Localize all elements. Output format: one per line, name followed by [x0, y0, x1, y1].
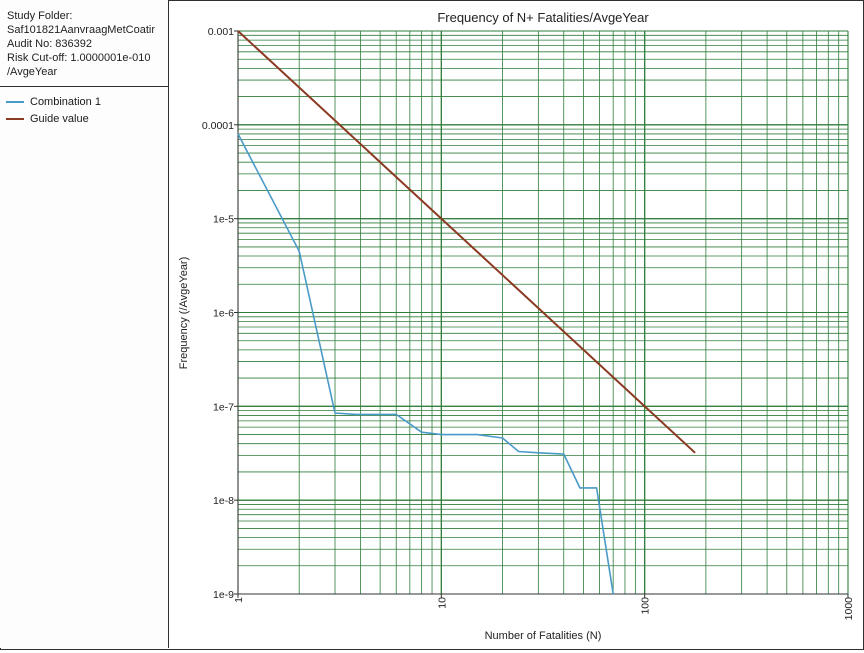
- y-tick-label: 1e-8: [213, 495, 234, 507]
- series: [237, 30, 696, 595]
- legend-label-combination: Combination 1: [30, 95, 101, 108]
- guide-value-line: [237, 30, 696, 454]
- legend-item-guide-value[interactable]: Guide value: [6, 110, 168, 127]
- y-tick-label: 0.0001: [202, 120, 234, 132]
- legend-swatch-guide: [6, 117, 24, 120]
- risk-cutoff-unit: /AvgeYear: [7, 66, 58, 78]
- study-info: Study Folder: Saf101821AanvraagMetCoatir…: [0, 0, 168, 87]
- x-tick-label: 100: [640, 597, 652, 615]
- axes: 0.001 0.0001 1e-5 1e-6 1e-7 1e-8 1e-9 1 10 100 100…: [202, 26, 855, 620]
- x-axis-label: Number of Fatalities (N): [485, 630, 602, 642]
- y-tick-label: 0.001: [208, 26, 234, 38]
- y-tick-label: 1e-9: [213, 589, 234, 601]
- chart-area: Frequency of N+ Fatalities/AvgeYear Numb…: [169, 0, 862, 648]
- chart-title: Frequency of N+ Fatalities/AvgeYear: [437, 10, 649, 25]
- combination-1-line: [237, 133, 614, 595]
- fn-curve-chart: Frequency of N+ Fatalities/AvgeYear Numb…: [178, 10, 855, 642]
- x-tick-label: 1000: [843, 597, 855, 621]
- x-tick-label: 1: [233, 597, 245, 603]
- risk-cutoff: Risk Cut-off: 1.0000001e-010: [7, 52, 151, 64]
- grid: [237, 30, 849, 595]
- y-tick-label: 1e-7: [213, 401, 234, 413]
- info-legend-panel: Study Folder: Saf101821AanvraagMetCoatir…: [0, 0, 169, 648]
- audit-number: Audit No: 836392: [7, 38, 93, 50]
- y-tick-label: 1e-6: [213, 308, 234, 320]
- legend-label-guide: Guide value: [30, 112, 89, 125]
- study-folder-value: Saf101821AanvraagMetCoatir: [7, 24, 155, 36]
- legend-item-combination-1[interactable]: Combination 1: [6, 93, 168, 110]
- legend-swatch-combination: [6, 100, 24, 103]
- legend: Combination 1 Guide value: [0, 87, 168, 127]
- x-tick-label: 10: [436, 597, 448, 609]
- y-tick-label: 1e-5: [213, 214, 234, 226]
- y-axis-label: Frequency (/AvgeYear): [178, 257, 190, 370]
- study-folder-label: Study Folder:: [7, 10, 73, 22]
